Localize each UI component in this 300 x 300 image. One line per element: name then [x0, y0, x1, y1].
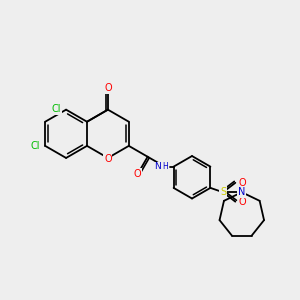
Text: Cl: Cl: [30, 142, 40, 152]
Text: N: N: [238, 187, 245, 197]
Text: O: O: [134, 169, 142, 179]
Text: S: S: [220, 187, 226, 197]
Text: O: O: [104, 83, 112, 93]
Text: O: O: [239, 178, 247, 188]
Text: Cl: Cl: [51, 104, 61, 114]
Text: O: O: [104, 154, 112, 164]
Text: O: O: [239, 197, 247, 207]
Text: H: H: [162, 162, 168, 171]
Text: N: N: [154, 162, 161, 171]
